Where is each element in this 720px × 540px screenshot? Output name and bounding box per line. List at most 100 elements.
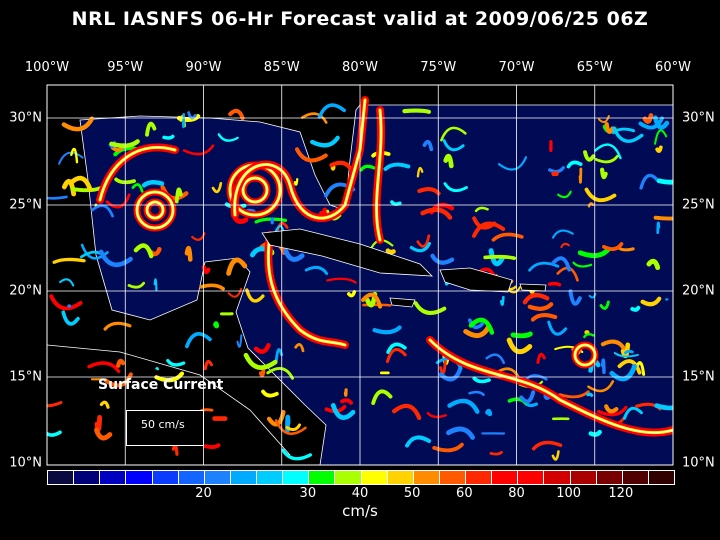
current-streak [583, 150, 596, 162]
current-streak [519, 390, 536, 404]
current-streak [527, 302, 554, 311]
current-streak [266, 366, 294, 380]
lat-label: 20°N [682, 283, 715, 299]
current-streak [604, 404, 619, 414]
current-streak [547, 281, 562, 287]
current-streak [372, 325, 402, 335]
current-streak [330, 403, 356, 420]
lat-label: 20°N [9, 283, 42, 299]
current-streak [578, 167, 583, 184]
current-streak [485, 353, 506, 365]
current-streak [642, 113, 654, 124]
current-streak [543, 394, 551, 400]
current-streak [283, 248, 305, 262]
current-streak [116, 358, 126, 368]
hispaniola [439, 267, 513, 293]
current-streak [510, 331, 533, 339]
current-streak [155, 367, 159, 371]
lon-label: 100°W [24, 60, 70, 75]
current-streak [531, 440, 563, 451]
current-streak [184, 246, 193, 262]
current-streak [47, 401, 63, 408]
colorbar-swatch [648, 471, 674, 484]
current-streak [98, 249, 133, 268]
current-streak [597, 114, 610, 124]
current-streak [109, 139, 140, 148]
map-frame [46, 84, 674, 466]
colorbar-label: 60 [456, 486, 473, 501]
current-streak [99, 146, 176, 201]
current-streak [438, 366, 463, 382]
current-streak [304, 265, 329, 275]
current-streak [468, 318, 484, 330]
current-streak [417, 187, 441, 196]
map-label: Surface Current [98, 377, 224, 393]
current-streak [234, 99, 366, 219]
colorbar-label: 20 [195, 486, 212, 501]
current-streak [491, 232, 524, 242]
colorbar-label: 50 [403, 486, 421, 501]
current-streak [154, 371, 185, 383]
lon-label: 90°W [185, 60, 222, 75]
colorbar-swatch [230, 471, 257, 484]
current-streak [577, 246, 611, 259]
current-streak [47, 430, 62, 437]
current-streak [185, 332, 212, 349]
lat-label: 30°N [9, 110, 42, 126]
current-streak [343, 388, 348, 397]
current-streak [653, 215, 673, 221]
current-streak [281, 448, 313, 461]
current-streak [588, 429, 602, 437]
current-streak [430, 253, 455, 265]
current-streak [474, 206, 489, 213]
current-streak [443, 182, 468, 193]
colorbar-swatch [335, 471, 362, 484]
current-streak [227, 287, 243, 298]
current-streak [446, 426, 475, 440]
current-streak [551, 229, 574, 239]
current-streak [639, 173, 660, 190]
current-streak [94, 427, 113, 441]
lat-label: 10°N [9, 455, 42, 471]
current-streak [199, 283, 225, 291]
eddy-ring [242, 177, 268, 203]
reference-vector-label: 50 cm/s [141, 418, 185, 431]
current-streak [551, 450, 560, 461]
lat-label: 15°N [682, 369, 715, 385]
colorbar-label: 80 [508, 486, 525, 501]
current-streak [548, 166, 565, 174]
current-streak [630, 305, 641, 312]
current-streak [609, 364, 637, 382]
lat-label: 25°N [682, 197, 715, 213]
current-streak [530, 312, 558, 322]
colorbar-swatch [570, 471, 597, 484]
current-streak [162, 134, 175, 140]
current-streak [385, 347, 407, 364]
lat-lon-grid [47, 85, 673, 465]
jamaica [389, 297, 416, 308]
lon-label: 65°W [576, 60, 613, 75]
current-streak [176, 113, 201, 122]
current-streak [557, 190, 572, 199]
current-streak [488, 248, 505, 267]
lon-label: 80°W [342, 60, 378, 75]
current-streak [211, 182, 223, 194]
current-streak [226, 257, 248, 276]
current-streak [405, 435, 432, 448]
lat-label: 25°N [9, 197, 42, 213]
cuba [261, 228, 434, 277]
current-streak [145, 121, 157, 137]
islands [261, 228, 547, 308]
current-streak [472, 376, 491, 384]
current-streak [638, 116, 664, 130]
current-streak [347, 290, 357, 298]
current-streak [103, 321, 132, 331]
lon-label: 85°W [263, 60, 300, 75]
current-streak [429, 339, 673, 434]
current-streak [536, 352, 546, 365]
current-streak [68, 175, 93, 192]
current-streak [416, 234, 431, 248]
colorbar-swatch [74, 471, 101, 484]
colorbar-swatch [309, 471, 336, 484]
